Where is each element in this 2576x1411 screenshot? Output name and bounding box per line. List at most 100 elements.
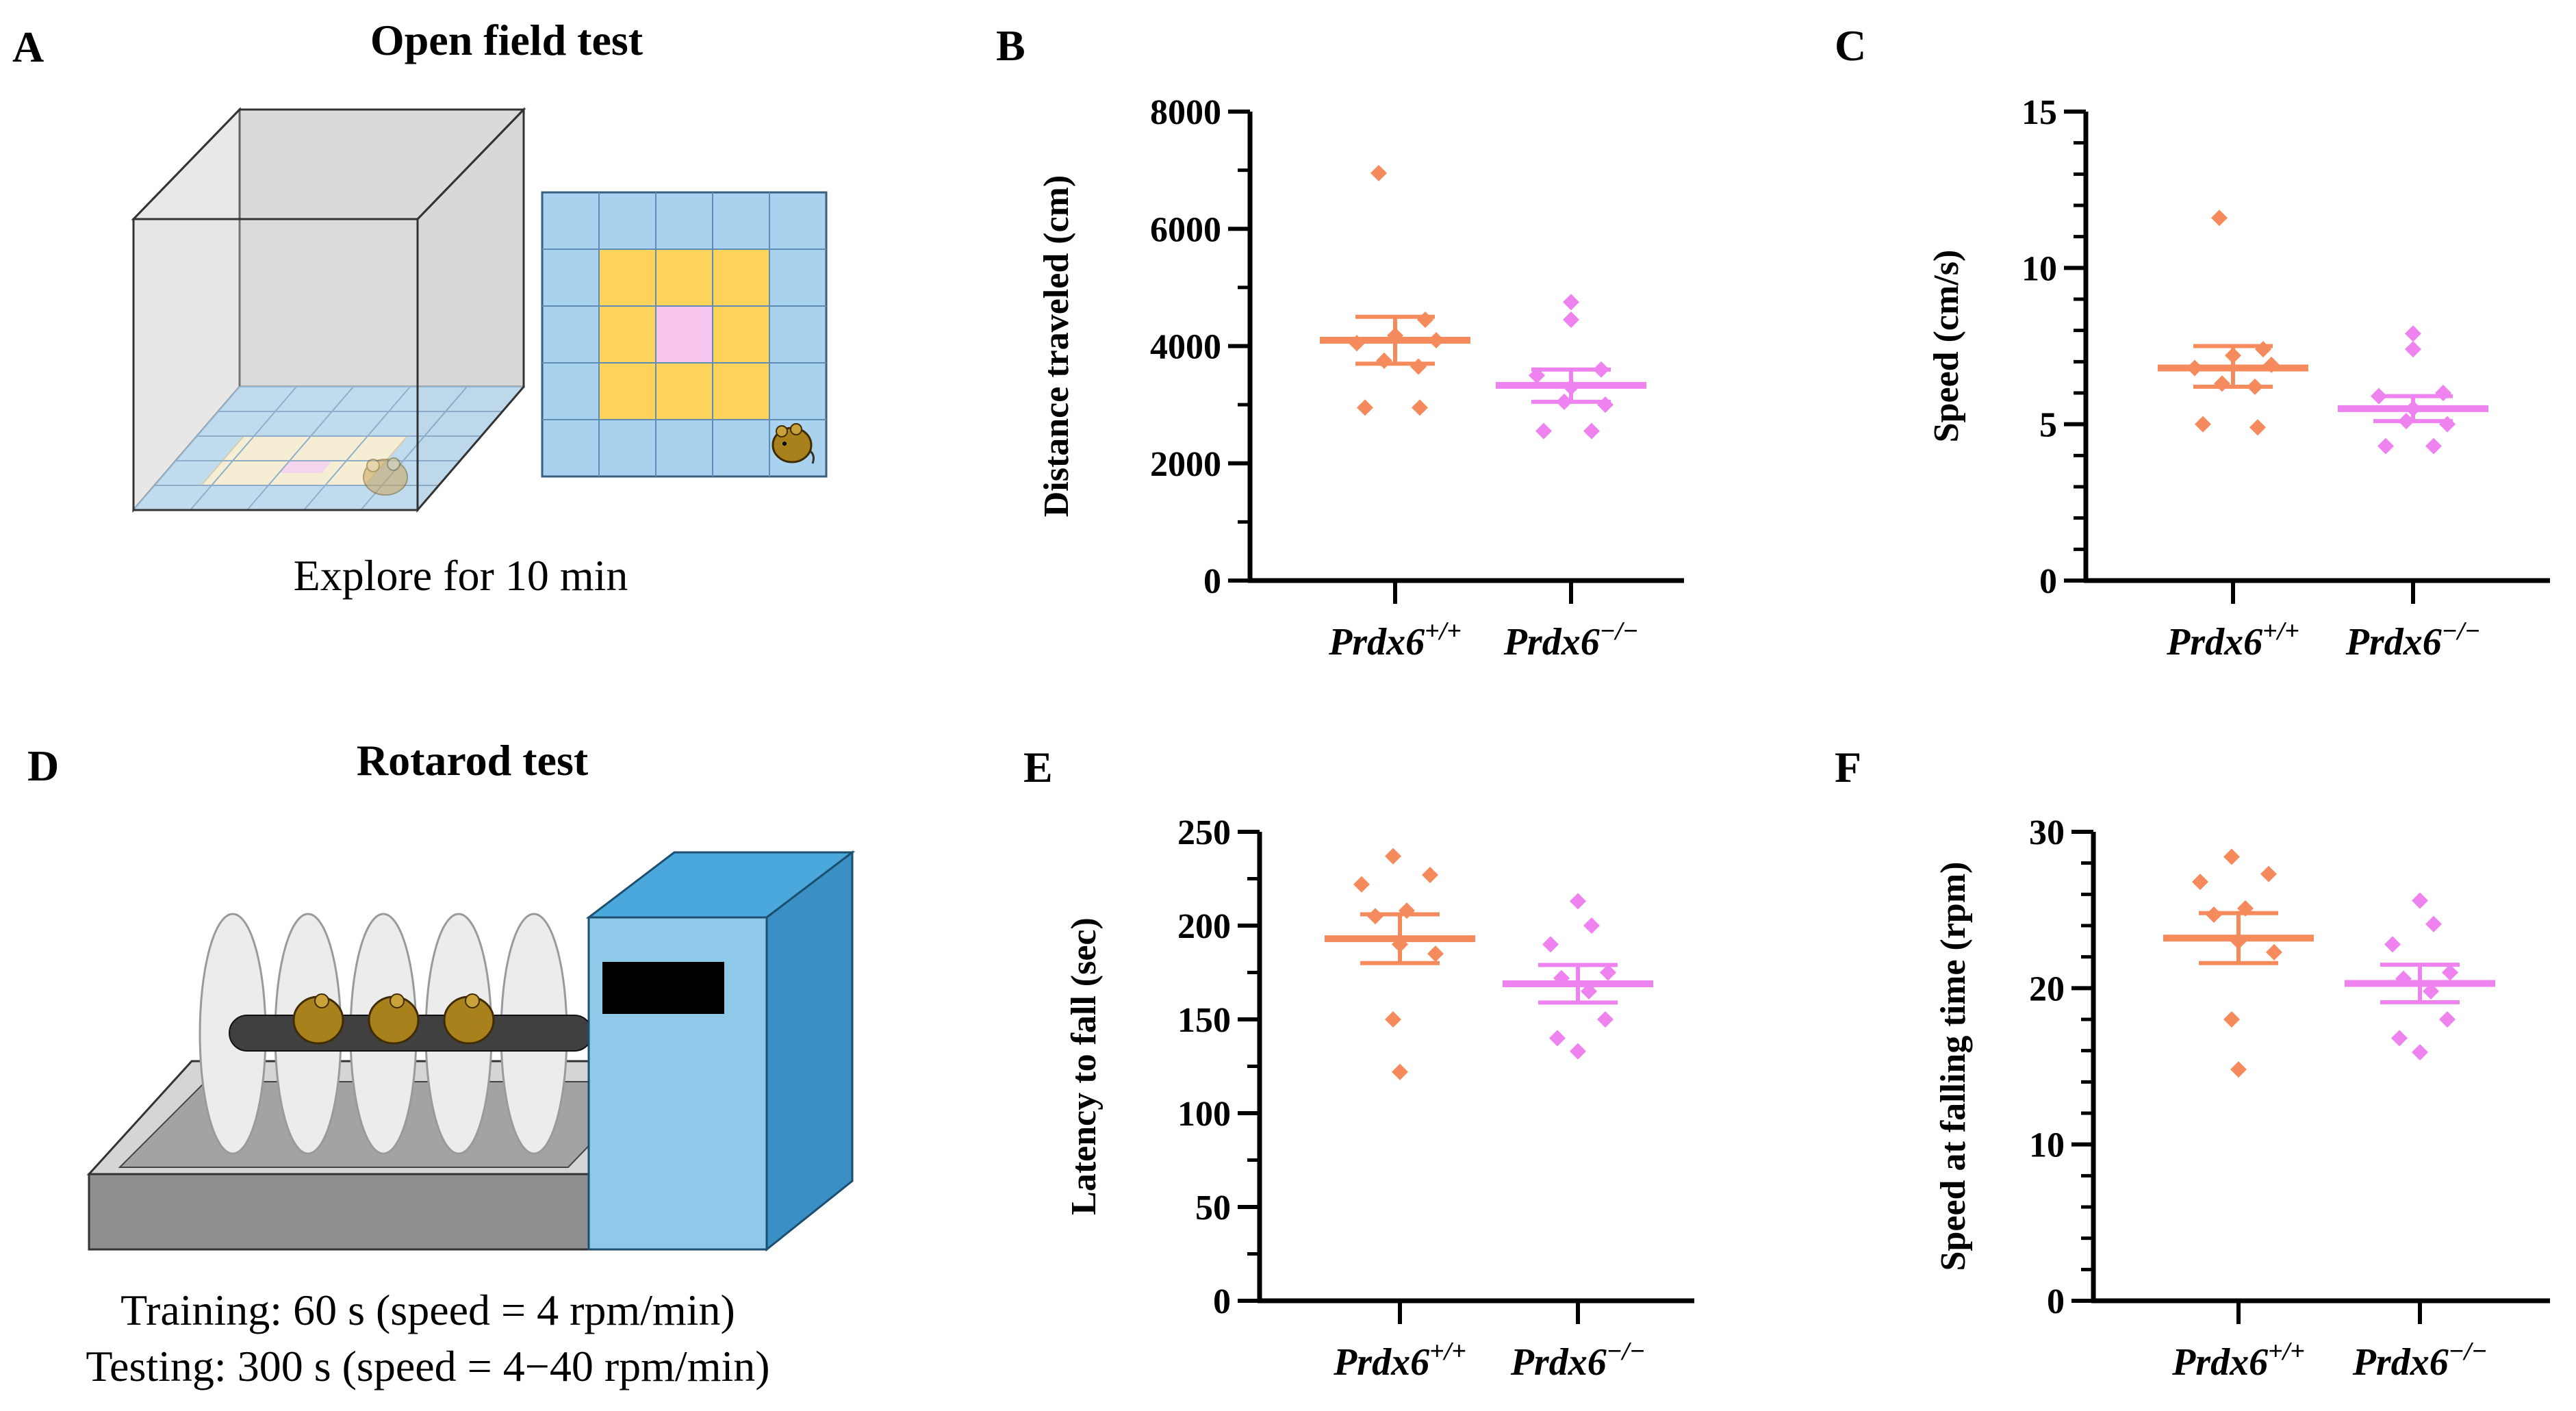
data-point [2405,325,2421,342]
x-category-label: Prdx6+/+ [2171,1337,2305,1384]
mouse-icon [292,993,344,1045]
data-point [1563,311,1579,328]
y-tick-label: 0 [1213,1282,1231,1321]
y-tick-label: 50 [1195,1188,1231,1228]
data-point [2255,341,2271,358]
panel-a-title: Open field test [370,16,643,64]
data-point [1385,848,1401,865]
data-point [2195,416,2211,433]
data-point [1417,311,1433,328]
chart-c-speed: C 0 5 10 15 Speed (cm/s) Prdx6+/+ Prdx6−/− [1835,21,2550,663]
panel-d-title: Rotarod test [357,736,589,785]
data-point [1597,396,1614,414]
data-point [2211,209,2228,227]
y-tick-label: 30 [2029,813,2065,852]
panel-a-letter: A [12,23,44,71]
data-point [1549,1030,1566,1047]
data-point [1357,399,1373,416]
data-point [2439,416,2456,433]
data-point [1600,964,1616,981]
x-category-label: Prdx6+/+ [1333,1337,1466,1384]
data-point [2435,385,2451,401]
y-tick-label: 5 [2039,406,2057,445]
x-category-label: Prdx6−/− [2345,617,2481,663]
data-point [1583,422,1600,440]
data-point [1385,1011,1401,1028]
data-point [2423,982,2439,1000]
data-point [2391,1030,2408,1047]
data-point [1563,294,1579,311]
x-category-label: Prdx6−/− [1503,617,1639,663]
data-point [2412,1043,2428,1060]
chart-b-distance-traveled: B 0 2000 4000 6000 8000 Distance traveled (cm… [996,21,1684,663]
y-tick-label: 100 [1177,1095,1231,1134]
y-tick-label: 10 [2029,1126,2065,1165]
data-point [1392,1063,1408,1080]
data-point [1376,352,1392,369]
panel-a-caption: Explore for 10 min [294,551,628,600]
y-tick-label: 150 [1177,1001,1231,1040]
open-field-top-view-illustration [541,191,828,478]
x-category-label: Prdx6+/+ [1328,617,1462,663]
data-point [2425,915,2442,932]
data-point [1542,936,1559,953]
mouse-icon [363,457,408,496]
open-field-box-illustration [131,107,526,513]
data-point [2377,437,2394,455]
chart-e-latency-to-fall: E 0 50 100 150 200 250 Latency to fall (sec) Pr… [1023,743,1694,1384]
panel-c-letter: C [1835,21,1866,70]
y-tick-label: 10 [2022,249,2057,288]
data-point [2384,936,2401,953]
data-point [1583,917,1600,934]
panel-d-letter: D [27,741,59,790]
data-point [2223,848,2240,865]
y-axis-label: Distance traveled (cm) [1037,175,1076,518]
panel-b-letter: B [996,21,1025,70]
panel-f-letter: F [1835,743,1861,791]
y-tick-label: 0 [2047,1282,2065,1321]
x-category-label: Prdx6−/− [2352,1337,2488,1384]
y-axis-label: Speed at falling time (rpm) [1934,862,1973,1271]
panel-a: A Open field test [12,16,828,600]
x-category-label: Prdx6+/+ [2166,617,2299,663]
y-tick-label: 0 [1203,562,1221,601]
data-point [2425,437,2442,455]
x-category-label: Prdx6−/− [1510,1337,1646,1384]
data-point [2192,874,2208,891]
data-point [2439,1011,2456,1028]
mouse-icon [368,993,420,1045]
data-point [1412,399,1428,416]
chart-f-speed-at-falling-time: F 0 10 20 30 Speed at falling time (rpm) Prdx… [1835,743,2550,1384]
y-tick-label: 6000 [1150,210,1221,249]
y-tick-label: 0 [2039,562,2057,601]
y-tick-label: 20 [2029,969,2065,1008]
y-axis-label: Latency to fall (sec) [1064,917,1104,1215]
data-point [1353,876,1370,893]
data-point [1535,422,1552,440]
rotarod-apparatus-illustration [86,850,856,1252]
panel-d-caption-testing: Testing: 300 s (speed = 4−40 rpm/min) [86,1342,769,1390]
mouse-icon [443,993,495,1045]
mouse-icon [771,423,815,464]
data-point [1570,893,1586,910]
data-point [2230,1061,2247,1078]
y-tick-label: 8000 [1150,93,1221,132]
data-point [2260,865,2277,882]
y-tick-label: 15 [2022,93,2057,132]
data-point [1422,867,1438,884]
data-point [1370,164,1387,181]
data-point [1427,945,1444,963]
y-axis-label: Speed (cm/s) [1927,250,1966,443]
y-tick-label: 2000 [1150,445,1221,484]
data-point [2442,964,2458,981]
panel-d-caption-training: Training: 60 s (speed = 4 rpm/min) [120,1286,735,1334]
data-point [2223,1011,2240,1028]
data-point [2405,341,2421,358]
data-point [2249,419,2266,436]
y-tick-label: 250 [1177,813,1231,852]
data-point [1597,1011,1614,1028]
data-point [1570,1043,1586,1060]
data-point [2412,892,2428,909]
data-point [2214,375,2230,392]
